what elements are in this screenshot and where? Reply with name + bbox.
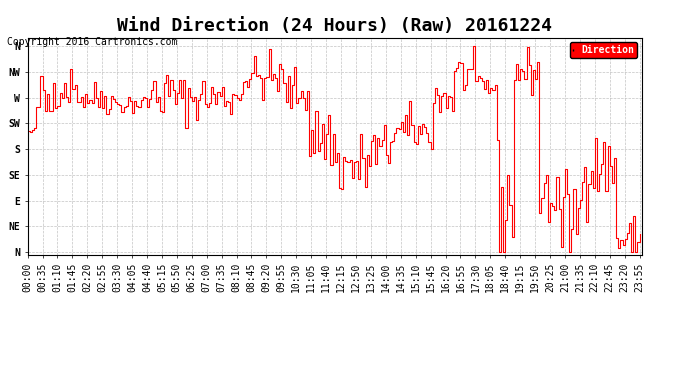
Legend: Direction: Direction (571, 42, 637, 58)
Text: Copyright 2016 Cartronics.com: Copyright 2016 Cartronics.com (7, 37, 177, 47)
Title: Wind Direction (24 Hours) (Raw) 20161224: Wind Direction (24 Hours) (Raw) 20161224 (117, 16, 552, 34)
